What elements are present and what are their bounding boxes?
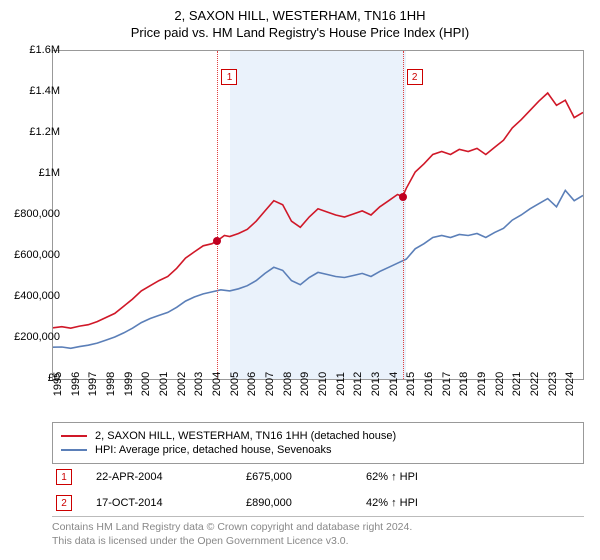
- attribution-footer: Contains HM Land Registry data © Crown c…: [52, 516, 584, 548]
- y-axis-tick-label: £1.2M: [14, 126, 60, 138]
- sale-row: 2 17-OCT-2014£890,00042% ↑ HPI: [52, 490, 584, 516]
- x-axis-tick-label: 1998: [105, 372, 117, 396]
- sale-marker-badge: 2: [407, 69, 423, 85]
- x-axis-tick-label: 1995: [52, 372, 64, 396]
- series-line: [53, 190, 583, 348]
- footer-line: This data is licensed under the Open Gov…: [52, 535, 584, 549]
- x-axis-tick-label: 2000: [140, 372, 152, 396]
- x-axis-tick-label: 2013: [370, 372, 382, 396]
- sale-marker-line: [403, 51, 404, 379]
- sale-row-badge: 1: [56, 469, 72, 485]
- price-chart: 12: [52, 50, 584, 380]
- sale-row-badge: 2: [56, 495, 72, 511]
- x-axis-tick-label: 1996: [70, 372, 82, 396]
- x-axis-tick-label: 2007: [264, 372, 276, 396]
- y-axis-tick-label: £400,000: [14, 290, 60, 302]
- legend-item: 2, SAXON HILL, WESTERHAM, TN16 1HH (deta…: [61, 430, 575, 442]
- sale-row-delta: 42% ↑ HPI: [366, 497, 486, 509]
- x-axis-tick-label: 2024: [564, 372, 576, 396]
- y-axis-tick-label: £1M: [14, 167, 60, 179]
- x-axis-tick-label: 2023: [547, 372, 559, 396]
- x-axis-tick-label: 2017: [441, 372, 453, 396]
- sale-row-delta: 62% ↑ HPI: [366, 471, 486, 483]
- sale-row-price: £675,000: [246, 471, 366, 483]
- sale-row-date: 22-APR-2004: [96, 471, 246, 483]
- sale-markers-table: 1 22-APR-2004£675,00062% ↑ HPI 2 17-OCT-201…: [52, 464, 584, 516]
- legend-label: 2, SAXON HILL, WESTERHAM, TN16 1HH (deta…: [95, 430, 396, 442]
- x-axis-tick-label: 2022: [529, 372, 541, 396]
- x-axis-tick-label: 1999: [123, 372, 135, 396]
- y-axis-tick-label: £1.6M: [14, 44, 60, 56]
- y-axis-tick-label: £200,000: [14, 331, 60, 343]
- sale-marker-line: [217, 51, 218, 379]
- x-axis-tick-label: 2005: [229, 372, 241, 396]
- x-axis-tick-label: 2004: [211, 372, 223, 396]
- page-subtitle: Price paid vs. HM Land Registry's House …: [0, 25, 600, 40]
- x-axis-tick-label: 2020: [494, 372, 506, 396]
- sale-row-date: 17-OCT-2014: [96, 497, 246, 509]
- x-axis-tick-label: 2015: [405, 372, 417, 396]
- sale-row-price: £890,000: [246, 497, 366, 509]
- x-axis-tick-label: 2001: [158, 372, 170, 396]
- x-axis-tick-label: 2016: [423, 372, 435, 396]
- x-axis-tick-label: 2018: [458, 372, 470, 396]
- series-line: [53, 93, 583, 328]
- sale-marker-dot: [213, 237, 221, 245]
- sale-row: 1 22-APR-2004£675,00062% ↑ HPI: [52, 464, 584, 490]
- x-axis-tick-label: 2010: [317, 372, 329, 396]
- legend-item: HPI: Average price, detached house, Seve…: [61, 444, 575, 456]
- x-axis-tick-label: 2019: [476, 372, 488, 396]
- x-axis-tick-label: 2021: [511, 372, 523, 396]
- y-axis-tick-label: £600,000: [14, 249, 60, 261]
- chart-legend: 2, SAXON HILL, WESTERHAM, TN16 1HH (deta…: [52, 422, 584, 464]
- sale-marker-dot: [399, 193, 407, 201]
- y-axis-tick-label: £1.4M: [14, 85, 60, 97]
- x-axis-tick-label: 2003: [193, 372, 205, 396]
- x-axis-tick-label: 2012: [352, 372, 364, 396]
- sale-marker-badge: 1: [221, 69, 237, 85]
- legend-swatch: [61, 435, 87, 437]
- x-axis-tick-label: 2014: [388, 372, 400, 396]
- x-axis-tick-label: 2002: [176, 372, 188, 396]
- footer-line: Contains HM Land Registry data © Crown c…: [52, 521, 584, 535]
- y-axis-tick-label: £800,000: [14, 208, 60, 220]
- x-axis-tick-label: 1997: [87, 372, 99, 396]
- x-axis-tick-label: 2011: [335, 372, 347, 396]
- legend-label: HPI: Average price, detached house, Seve…: [95, 444, 331, 456]
- x-axis-tick-label: 2008: [282, 372, 294, 396]
- page-title: 2, SAXON HILL, WESTERHAM, TN16 1HH: [0, 8, 600, 23]
- x-axis-tick-label: 2006: [246, 372, 258, 396]
- x-axis-tick-label: 2009: [299, 372, 311, 396]
- legend-swatch: [61, 449, 87, 451]
